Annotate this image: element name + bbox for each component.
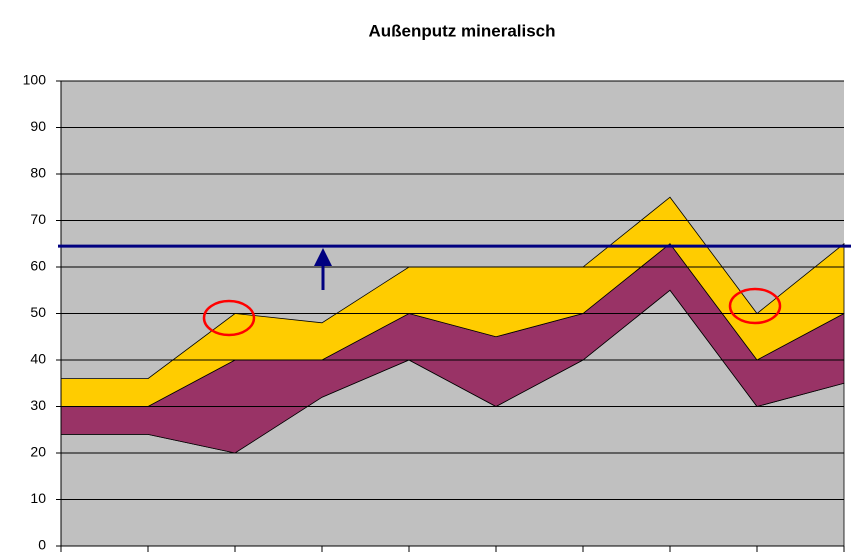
- y-tick-label: 10: [30, 490, 46, 506]
- arrow-head: [314, 248, 332, 266]
- y-tick-label: 60: [30, 258, 46, 274]
- y-tick-label: 90: [30, 118, 46, 134]
- y-tick-label: 20: [30, 444, 46, 460]
- y-tick-label: 40: [30, 351, 46, 367]
- y-tick-label: 50: [30, 304, 46, 320]
- y-tick-label: 30: [30, 397, 46, 413]
- highlight-circle: [728, 287, 782, 325]
- y-tick-label: 80: [30, 165, 46, 181]
- y-tick-label: 70: [30, 211, 46, 227]
- highlight-circle: [202, 299, 256, 337]
- y-tick-label: 100: [23, 72, 47, 88]
- chart-title: Außenputz mineralisch: [368, 21, 555, 40]
- y-tick-label: 0: [38, 537, 46, 553]
